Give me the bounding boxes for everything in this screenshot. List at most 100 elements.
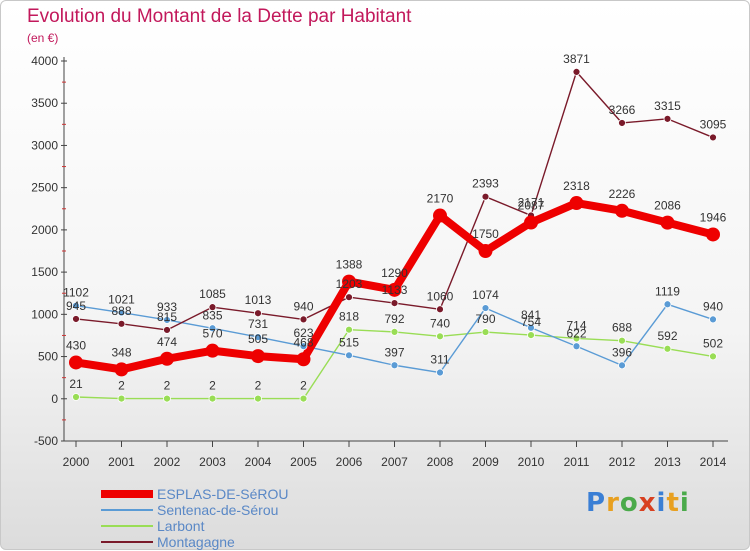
data-point-larbont [345, 325, 353, 334]
data-point-montagagne [345, 293, 353, 302]
y-tick-label: 2000 [31, 223, 58, 237]
data-point-montagagne [436, 305, 444, 314]
data-label-esplas: 505 [248, 332, 268, 346]
y-tick-label: 1000 [31, 307, 58, 321]
data-label-esplas: 2226 [609, 187, 636, 201]
data-point-larbont [390, 327, 399, 336]
data-point-larbont [299, 394, 308, 403]
proxiti-logo: Proxiti [586, 488, 690, 518]
data-point-montagagne [299, 315, 308, 324]
data-point-sentenac [436, 368, 444, 377]
data-label-montagagne: 3266 [609, 103, 636, 117]
data-label-esplas: 1946 [700, 210, 727, 224]
data-label-larbont: 592 [657, 329, 677, 343]
data-point-larbont [709, 352, 717, 361]
data-point-montagagne [709, 133, 717, 142]
data-point-sentenac [254, 333, 262, 341]
data-point-esplas [478, 244, 493, 258]
data-point-larbont [663, 344, 672, 353]
data-point-esplas [569, 196, 584, 211]
data-label-larbont: 688 [612, 321, 632, 335]
data-label-montagagne: 1060 [427, 289, 454, 303]
x-tick-label: 2004 [245, 455, 272, 469]
data-label-esplas: 474 [157, 335, 177, 349]
data-label-larbont: 714 [566, 318, 586, 332]
data-label-sentenac: 311 [430, 353, 449, 367]
data-point-esplas [706, 227, 720, 242]
data-point-montagagne [481, 192, 490, 201]
legend-label-esplas: ESPLAS-DE-SéROU [157, 486, 289, 502]
data-label-sentenac: 396 [612, 345, 632, 359]
legend-item-montagagne: Montagagne [101, 534, 288, 550]
data-point-larbont [117, 394, 126, 403]
data-label-sentenac: 731 [248, 317, 268, 331]
data-point-esplas [660, 215, 675, 230]
legend-label-larbont: Larbont [157, 518, 205, 534]
data-label-esplas: 348 [111, 345, 131, 359]
data-label-montagagne: 888 [111, 304, 131, 318]
data-point-montagagne [208, 303, 217, 312]
series-labels: 21 2 2 2 2 2 818 792 740 790 754 714 688 592 502 1102 10… [63, 52, 727, 393]
legend-swatch-esplas [101, 490, 153, 498]
data-point-sentenac [390, 361, 399, 370]
data-label-montagagne: 1203 [336, 277, 363, 291]
data-label-larbont: 502 [703, 336, 723, 350]
data-label-montagagne: 1013 [245, 293, 272, 307]
x-tick-label: 2011 [564, 455, 590, 469]
y-tick-label: -500 [34, 434, 58, 448]
data-point-sentenac [345, 351, 353, 360]
data-label-larbont: 2 [209, 379, 216, 393]
y-tick-label: 2500 [31, 181, 58, 195]
data-label-esplas: 2318 [563, 179, 590, 193]
data-point-montagagne [663, 114, 672, 123]
data-point-larbont [481, 328, 490, 336]
logo-letter: i [656, 488, 667, 518]
data-label-sentenac: 933 [157, 300, 177, 314]
data-label-montagagne: 2171 [518, 195, 545, 209]
data-point-sentenac [299, 342, 308, 351]
y-tick-label: 4000 [31, 54, 58, 68]
data-point-montagagne [618, 119, 626, 127]
x-tick-label: 2010 [518, 455, 545, 469]
data-label-esplas: 1290 [381, 266, 408, 280]
data-point-larbont [527, 331, 535, 340]
data-point-larbont [208, 394, 217, 403]
data-point-larbont [436, 332, 444, 341]
logo-letter: r [606, 488, 620, 518]
legend-item-larbont: Larbont [101, 518, 288, 534]
data-label-larbont: 792 [384, 312, 404, 326]
data-point-montagagne [390, 299, 399, 308]
data-point-esplas [205, 343, 220, 358]
data-point-montagagne [117, 319, 126, 328]
data-label-larbont: 818 [339, 310, 359, 324]
data-point-esplas [342, 274, 356, 289]
x-tick-label: 2003 [199, 455, 226, 469]
legend-item-sentenac: Sentenac-de-Sérou [101, 502, 288, 518]
data-label-montagagne: 3871 [563, 52, 590, 66]
x-tick-label: 2006 [336, 455, 363, 469]
data-label-larbont: 754 [521, 315, 541, 329]
data-label-larbont: 21 [69, 377, 83, 391]
data-point-montagagne [163, 326, 171, 334]
data-label-larbont: 2 [300, 379, 307, 393]
data-point-montagagne [72, 315, 80, 323]
data-point-esplas [114, 362, 129, 377]
x-tick-label: 2005 [290, 455, 317, 469]
data-label-montagagne: 2393 [472, 177, 499, 191]
data-label-sentenac: 397 [384, 345, 404, 359]
data-point-esplas [160, 351, 174, 366]
data-label-montagagne: 1085 [199, 287, 226, 301]
data-point-esplas [296, 352, 311, 367]
x-tick-label: 2009 [472, 455, 499, 469]
logo-letter: i [679, 488, 690, 518]
data-label-sentenac: 940 [703, 299, 723, 313]
x-tick-label: 2001 [108, 455, 135, 469]
data-label-sentenac: 1021 [108, 293, 135, 307]
legend-label-montagagne: Montagagne [157, 534, 235, 550]
data-label-sentenac: 622 [566, 326, 586, 340]
data-label-esplas: 468 [293, 335, 313, 349]
data-point-esplas [387, 282, 402, 297]
data-point-sentenac [208, 324, 217, 333]
y-tick-label: 0 [51, 392, 58, 406]
